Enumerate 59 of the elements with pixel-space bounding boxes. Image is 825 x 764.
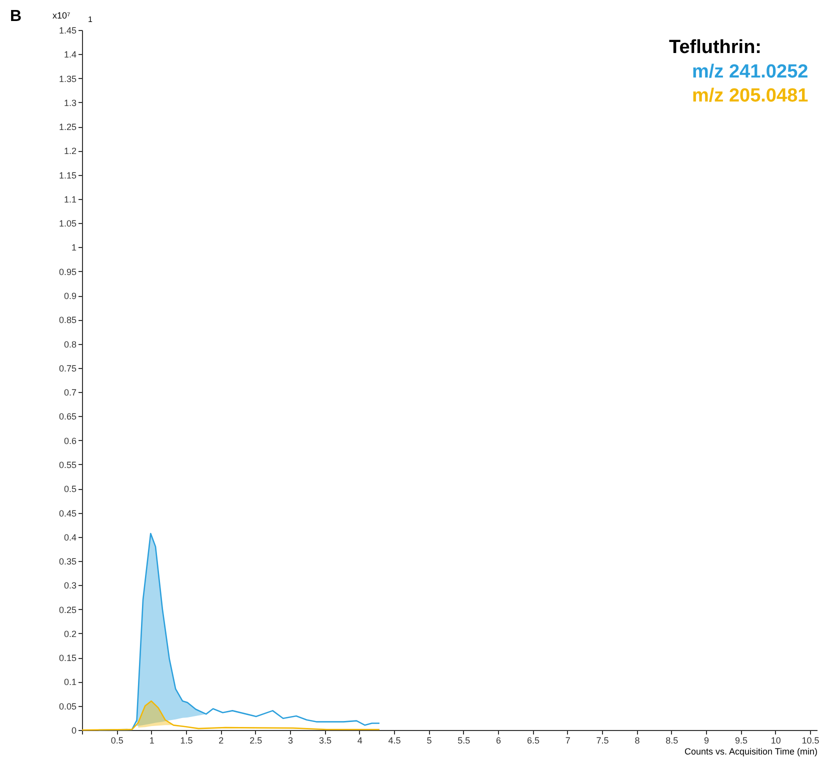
y-tick-label: 0.15 xyxy=(58,653,76,664)
x-tick-label: 2 xyxy=(218,736,224,746)
y-tick-label: 0.45 xyxy=(58,508,76,518)
text: B xyxy=(10,8,22,25)
y-tick-label: 1 xyxy=(71,242,76,253)
y-tick-label: 0.65 xyxy=(58,412,76,422)
y-tick-label: 1.1 xyxy=(64,194,76,204)
x-tick-label: 1.5 xyxy=(180,736,193,746)
y-tick-label: 0.25 xyxy=(58,604,76,615)
x-tick-label: 6 xyxy=(496,736,502,746)
x-tick-label: 3.5 xyxy=(318,736,332,746)
text: m/z 205.0481 xyxy=(692,86,809,106)
y-tick-label: 0.35 xyxy=(58,556,76,567)
y-tick-label: 0.55 xyxy=(58,460,76,470)
y-tick-label: 0.2 xyxy=(64,628,76,639)
y-tick-label: 1.3 xyxy=(64,98,76,108)
x-axis-title: Counts vs. Acquisition Time (min) xyxy=(684,746,818,756)
x-tick-label: 10.5 xyxy=(802,736,820,746)
y-tick-label: 1.4 xyxy=(64,50,76,60)
x-tick-label: 9.5 xyxy=(734,736,748,746)
x-tick-label: 7.5 xyxy=(596,736,609,746)
x-tick-label: 7 xyxy=(565,736,570,746)
x-tick-label: 10 xyxy=(770,736,781,746)
y-tick-label: 1.15 xyxy=(58,170,76,180)
x-tick-label: 8 xyxy=(634,736,640,746)
x-tick-label: 6.5 xyxy=(526,736,540,746)
y-tick-label: 0 xyxy=(71,726,76,736)
text: m/z 241.0252 xyxy=(692,62,808,82)
x-tick-label: 2.5 xyxy=(250,736,262,746)
y-tick-label: 1.35 xyxy=(58,74,76,84)
x-tick-label: 4 xyxy=(357,736,362,746)
y-tick-label: 0.1 xyxy=(64,677,76,688)
y-tick-label: 0.8 xyxy=(64,339,76,350)
y-tick-label: 0.3 xyxy=(64,580,76,591)
y-tick-label: 0.6 xyxy=(64,436,76,446)
y-tick-label: 0.75 xyxy=(58,363,76,374)
y-tick-label: 0.9 xyxy=(64,291,76,302)
x-tick-label: 5.5 xyxy=(458,736,470,746)
y-tick-label: 0.85 xyxy=(58,315,76,326)
text: 1 xyxy=(88,15,93,24)
y-tick-label: 0.05 xyxy=(58,701,76,712)
x-tick-label: 0.5 xyxy=(110,736,124,746)
x-tick-label: 5 xyxy=(426,736,432,746)
y-tick-label: 1.25 xyxy=(58,122,76,132)
line-series xyxy=(81,700,380,731)
x-tick-label: 1 xyxy=(149,736,154,746)
y-tick-label: 1.05 xyxy=(58,218,76,229)
x-tick-label: 4.5 xyxy=(388,736,401,746)
y-tick-label: 0.5 xyxy=(64,484,76,494)
y-tick-label: 0.95 xyxy=(58,266,76,277)
x-tick-label: 8.5 xyxy=(666,736,678,746)
y-tick-label: 1.45 xyxy=(58,26,76,36)
y-tick-label: 1.2 xyxy=(64,146,76,156)
x-tick-label: 3 xyxy=(288,736,294,746)
y-tick-label: 0.4 xyxy=(64,532,76,542)
y-axis-title: x10⁷ xyxy=(52,10,70,20)
y-tick-label: 0.7 xyxy=(64,388,76,398)
x-tick-label: 9 xyxy=(704,736,710,746)
legend-title: Tefluthrin: xyxy=(669,37,762,58)
